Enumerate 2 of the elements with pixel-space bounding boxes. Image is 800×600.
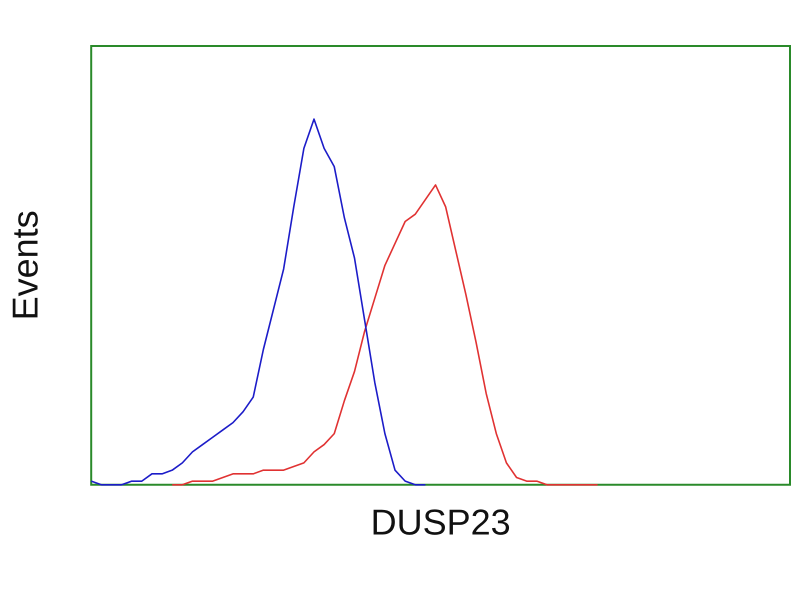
y-axis-title: Events <box>4 210 46 320</box>
x-axis-title: DUSP23 <box>370 501 511 542</box>
